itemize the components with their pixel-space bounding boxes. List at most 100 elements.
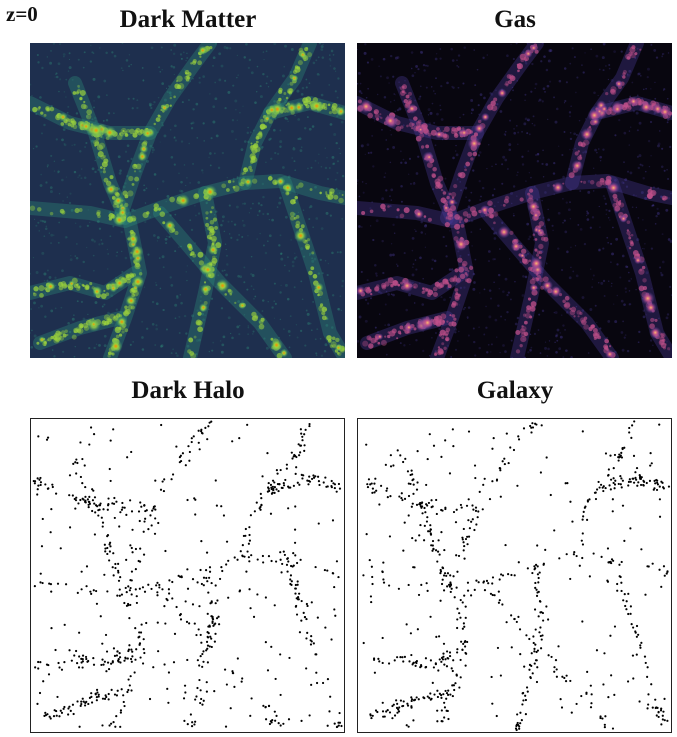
background-speck <box>524 60 527 63</box>
object-point <box>404 457 407 460</box>
density-clump <box>138 272 143 276</box>
object-point <box>414 664 417 667</box>
background-speck <box>468 199 471 202</box>
density-clump <box>654 318 658 322</box>
background-speck <box>289 315 292 317</box>
object-point <box>519 711 522 714</box>
background-speck <box>547 59 551 63</box>
background-speck <box>620 299 624 303</box>
background-speck <box>648 349 652 353</box>
background-speck <box>599 327 602 330</box>
object-point <box>524 713 527 716</box>
background-speck <box>553 311 556 314</box>
object-point <box>623 593 626 596</box>
object-point <box>452 510 456 514</box>
background-speck <box>46 56 49 58</box>
object-point <box>101 642 104 645</box>
object-point <box>385 710 388 713</box>
object-point <box>314 475 317 478</box>
background-speck <box>444 177 447 180</box>
object-point <box>275 714 278 717</box>
density-clump <box>415 135 422 142</box>
background-speck <box>471 245 473 247</box>
background-speck <box>502 290 505 293</box>
background-speck <box>43 220 47 224</box>
object-point <box>588 498 591 501</box>
object-point <box>464 664 467 667</box>
background-speck <box>91 167 95 171</box>
object-point <box>270 492 274 495</box>
object-point <box>139 656 142 659</box>
object-point <box>271 479 275 482</box>
density-clump <box>626 230 631 236</box>
density-clump <box>638 285 645 292</box>
background-speck <box>151 322 155 326</box>
background-speck <box>311 259 315 263</box>
background-speck <box>78 274 81 277</box>
background-speck <box>260 203 263 207</box>
background-speck <box>55 72 58 75</box>
object-point <box>144 517 147 520</box>
background-speck <box>139 141 141 144</box>
background-speck <box>410 67 413 70</box>
background-speck <box>282 96 284 98</box>
object-point <box>148 697 152 701</box>
background-speck <box>161 121 164 124</box>
object-point <box>86 660 89 663</box>
density-clump <box>397 283 400 287</box>
background-speck <box>367 87 369 90</box>
background-speck <box>188 142 190 145</box>
background-speck <box>658 317 660 320</box>
background-speck <box>315 217 319 220</box>
object-point <box>249 714 252 717</box>
object-point <box>97 693 100 696</box>
background-speck <box>478 113 481 116</box>
object-point <box>274 719 277 722</box>
object-point <box>517 435 520 438</box>
density-clump <box>436 283 443 289</box>
background-speck <box>316 328 319 331</box>
background-speck <box>628 130 631 132</box>
object-point <box>241 544 244 547</box>
background-speck <box>500 221 504 224</box>
background-speck <box>268 138 271 141</box>
object-point <box>392 703 395 706</box>
background-speck <box>483 215 486 218</box>
background-speck <box>223 230 226 233</box>
background-speck <box>414 99 416 102</box>
object-point <box>250 554 253 557</box>
density-clump <box>32 292 36 295</box>
background-speck <box>473 49 475 51</box>
object-point <box>250 697 253 700</box>
density-clump <box>62 333 67 338</box>
object-point <box>522 427 526 430</box>
density-clump <box>76 286 81 291</box>
object-point <box>130 660 133 663</box>
background-speck <box>202 75 205 78</box>
density-clump <box>43 113 47 117</box>
background-speck <box>330 326 334 329</box>
density-peak <box>275 176 286 187</box>
object-point <box>113 516 116 520</box>
object-point <box>50 627 53 630</box>
background-speck <box>274 302 277 305</box>
background-speck <box>45 225 48 228</box>
object-point <box>113 693 117 696</box>
density-clump <box>462 211 469 217</box>
object-point <box>171 597 174 600</box>
density-clump <box>592 328 598 333</box>
background-speck <box>239 111 241 114</box>
background-speck <box>487 250 491 253</box>
background-speck <box>336 251 339 254</box>
background-speck <box>479 199 482 201</box>
object-point <box>455 508 458 511</box>
density-clump <box>538 243 544 250</box>
object-point <box>111 566 114 569</box>
object-point <box>441 720 444 723</box>
background-speck <box>204 314 206 316</box>
background-speck <box>129 343 132 346</box>
density-clump <box>255 140 259 144</box>
object-point <box>461 648 464 651</box>
background-speck <box>465 196 467 198</box>
background-speck <box>67 105 70 108</box>
